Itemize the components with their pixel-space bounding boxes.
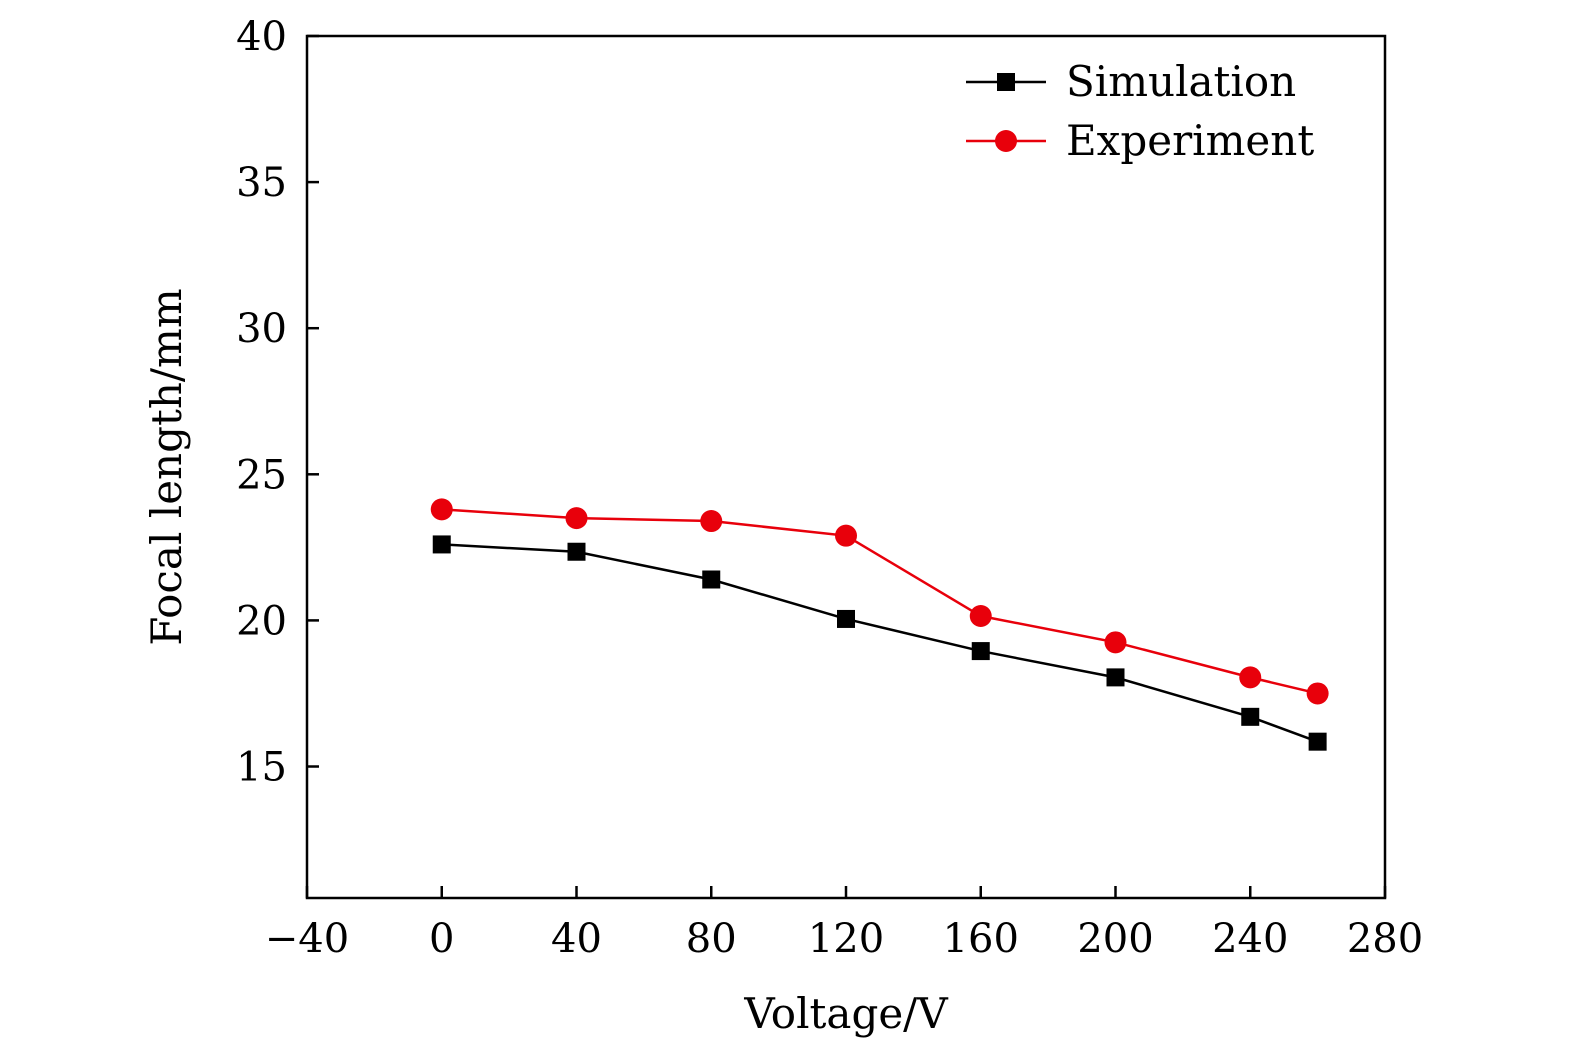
legend: Simulation Experiment	[966, 57, 1314, 165]
x-tick-label: 160	[943, 916, 1019, 962]
data-point-simulation	[567, 542, 586, 561]
series-line-experiment	[441, 508, 1318, 695]
data-point-experiment	[1239, 666, 1262, 689]
x-tick-label: 280	[1347, 916, 1423, 962]
data-point-simulation	[837, 609, 855, 628]
data-point-experiment	[430, 498, 453, 521]
data-point-simulation	[1308, 732, 1327, 751]
y-axis-ticks: 15 20 25 30 35 40	[236, 14, 319, 791]
series-line-simulation	[441, 543, 1319, 743]
data-point-experiment	[835, 524, 857, 547]
y-tick-label: 25	[236, 452, 287, 498]
x-tick-label: −40	[265, 916, 349, 962]
data-point-experiment	[565, 507, 588, 530]
data-point-simulation	[1106, 668, 1125, 687]
x-axis-label: Voltage/V	[743, 989, 948, 1038]
x-tick-label: 80	[686, 916, 737, 962]
x-tick-label: 0	[429, 916, 454, 962]
y-tick-label: 30	[236, 306, 287, 352]
y-axis-label: Focal length/mm	[142, 288, 191, 645]
x-tick-label: 200	[1077, 916, 1153, 962]
x-tick-label: 120	[808, 916, 884, 962]
data-point-experiment	[1306, 682, 1329, 705]
y-tick-label: 40	[236, 14, 287, 60]
legend-marker-experiment	[995, 130, 1017, 152]
x-tick-label: 40	[551, 916, 602, 962]
y-tick-label: 15	[236, 745, 287, 791]
data-point-simulation	[432, 535, 451, 554]
data-point-experiment	[700, 510, 723, 533]
legend-entry-experiment: Experiment	[966, 116, 1314, 165]
data-point-simulation	[702, 570, 721, 589]
y-tick-label: 20	[236, 598, 287, 644]
x-axis-ticks: −40 0 40 80 120 160 200 240 280	[265, 886, 1423, 962]
data-point-experiment	[1104, 631, 1127, 654]
legend-marker-simulation	[997, 73, 1015, 91]
x-tick-label: 240	[1212, 916, 1288, 962]
data-point-simulation	[971, 642, 990, 661]
data-point-experiment	[969, 605, 992, 628]
legend-label-simulation: Simulation	[1066, 57, 1296, 106]
legend-entry-simulation: Simulation	[966, 57, 1296, 106]
data-point-simulation	[1241, 707, 1260, 726]
y-tick-label: 35	[236, 160, 287, 206]
legend-label-experiment: Experiment	[1066, 116, 1314, 165]
series-layer	[430, 498, 1329, 751]
